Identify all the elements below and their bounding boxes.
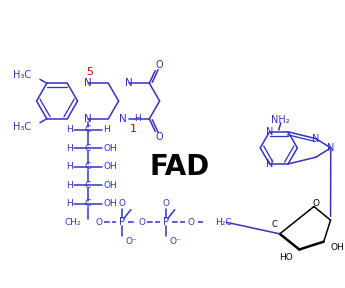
Text: P: P xyxy=(119,217,125,227)
Text: O: O xyxy=(313,199,319,208)
Text: C: C xyxy=(85,162,91,171)
Text: O: O xyxy=(95,218,102,227)
Text: OH: OH xyxy=(104,144,117,153)
Text: O: O xyxy=(119,199,126,208)
Text: O⁻: O⁻ xyxy=(170,237,181,246)
Text: O: O xyxy=(188,218,195,227)
Text: C: C xyxy=(272,219,278,229)
Text: C: C xyxy=(85,144,91,153)
Text: O: O xyxy=(155,132,163,142)
Text: P: P xyxy=(163,217,169,227)
Text: H₂C: H₂C xyxy=(215,218,231,227)
Text: C: C xyxy=(85,181,91,190)
Text: N: N xyxy=(266,127,273,137)
Text: N: N xyxy=(266,159,273,169)
Text: H: H xyxy=(66,181,73,190)
Text: OH: OH xyxy=(104,199,117,208)
Text: N: N xyxy=(84,78,92,88)
Text: OH: OH xyxy=(104,162,117,171)
Text: OH: OH xyxy=(331,243,344,252)
Text: N: N xyxy=(119,114,127,124)
Text: C: C xyxy=(85,199,91,208)
Text: O⁻: O⁻ xyxy=(126,237,138,246)
Text: H: H xyxy=(66,162,73,171)
Text: H: H xyxy=(66,199,73,208)
Text: O: O xyxy=(162,199,169,208)
Text: H: H xyxy=(103,125,110,134)
Text: C: C xyxy=(85,125,91,134)
Text: 1: 1 xyxy=(130,124,137,134)
Text: O: O xyxy=(155,60,163,70)
Text: CH₂: CH₂ xyxy=(65,218,81,227)
Text: H₃C: H₃C xyxy=(13,122,31,132)
Text: H: H xyxy=(66,144,73,153)
Text: N: N xyxy=(125,78,133,88)
Text: H: H xyxy=(66,125,73,134)
Text: O: O xyxy=(138,218,145,227)
Text: HO: HO xyxy=(279,253,293,262)
Text: H: H xyxy=(134,114,140,123)
Text: N: N xyxy=(327,143,334,153)
Text: 5: 5 xyxy=(86,67,93,77)
Text: FAD: FAD xyxy=(149,154,209,181)
Text: N: N xyxy=(312,134,319,144)
Text: OH: OH xyxy=(104,181,117,190)
Text: N: N xyxy=(84,114,92,124)
Text: NH₂: NH₂ xyxy=(272,115,290,125)
Text: H₃C: H₃C xyxy=(13,71,31,80)
